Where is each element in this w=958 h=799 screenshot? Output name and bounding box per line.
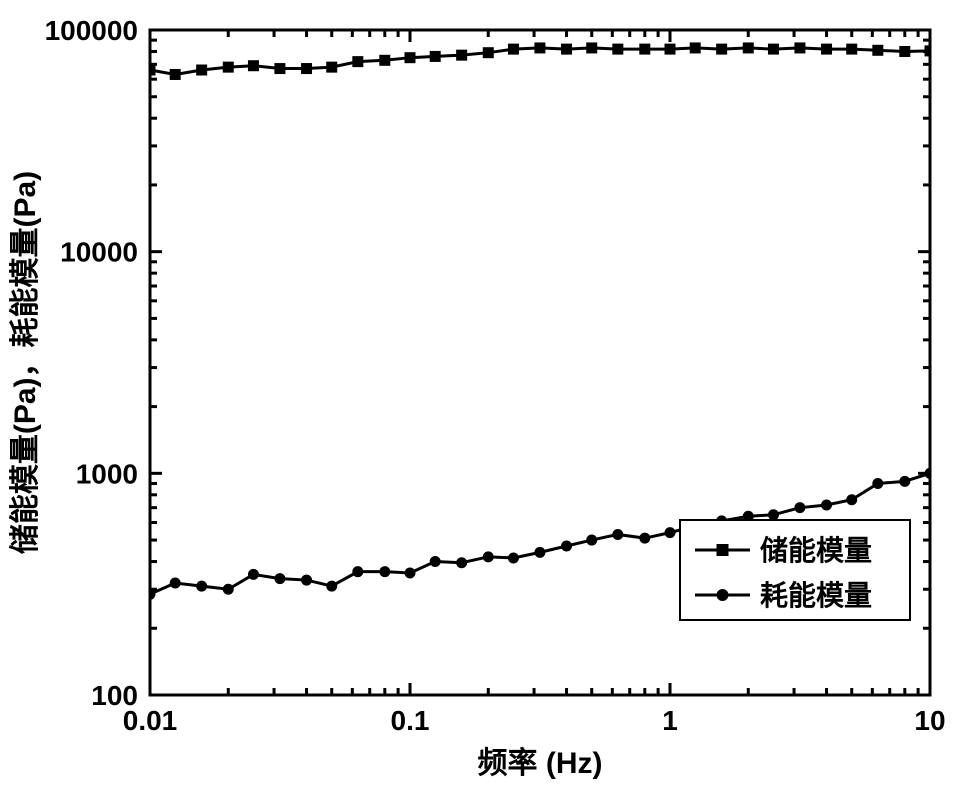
chart-container: 0.010.1110100100010000100000频率 (Hz)储能模量(… [0, 0, 958, 799]
svg-text:10: 10 [914, 705, 945, 736]
y-axis-label: 储能模量(Pa)，耗能模量(Pa) [9, 171, 42, 554]
legend-label-1: 耗能模量 [760, 580, 872, 611]
svg-text:1000: 1000 [76, 458, 138, 489]
legend: 储能模量耗能模量 [680, 520, 910, 620]
svg-text:100000: 100000 [45, 15, 138, 46]
modulus-chart: 0.010.1110100100010000100000频率 (Hz)储能模量(… [0, 0, 958, 799]
svg-text:10000: 10000 [60, 237, 138, 268]
svg-text:1: 1 [662, 705, 678, 736]
svg-text:100: 100 [91, 680, 138, 711]
legend-label-0: 储能模量 [760, 535, 872, 566]
svg-text:0.1: 0.1 [391, 705, 430, 736]
x-axis-label: 频率 (Hz) [478, 747, 603, 780]
